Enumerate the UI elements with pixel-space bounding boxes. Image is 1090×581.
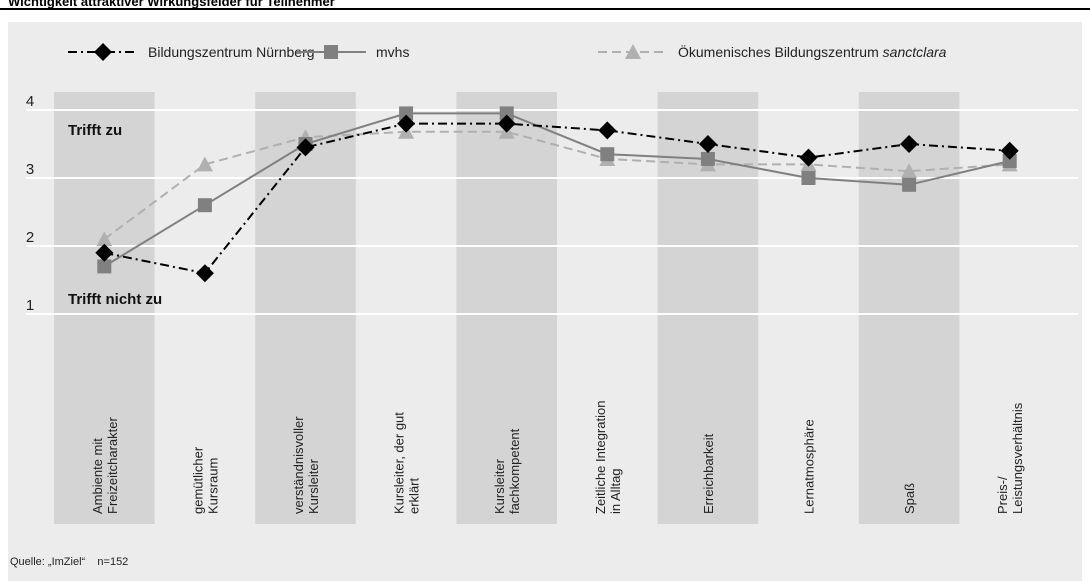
category-band [54,92,155,524]
x-tick-label-line: Kursraum [205,458,220,514]
y-tick-label: 2 [26,229,34,246]
x-tick-label-line: Erreichbarkeit [701,433,716,514]
y-tick-label: 3 [26,161,34,178]
data-point [801,171,816,185]
x-tick-label-line: gemütlicher [190,446,205,514]
series-line [104,122,1010,275]
x-tick-label: Spaß [902,483,917,514]
data-point [195,264,214,283]
x-tick-label: gemütlicher Kursraum [190,446,220,514]
y-tick-label: 1 [26,297,34,314]
data-point [399,106,414,121]
x-tick-label-line: erklärt [407,477,422,514]
data-point [497,114,516,133]
x-tick-label-line: Leistungsverhältnis [1010,402,1025,514]
data-point [96,231,113,247]
data-point [499,106,514,121]
data-point [1000,141,1019,160]
legend-label: mvhs [376,44,409,60]
annotation-trifft-nicht-zu: Trifft nicht zu [68,291,162,308]
line-chart: 1 2 3 4 Trifft zu Trifft nicht zu Bildungszent… [26,43,1078,524]
series-line [103,112,1010,268]
series-line [103,130,1010,241]
data-point [196,156,213,172]
chart-panel: 1 2 3 4 Trifft zu Trifft nicht zu Bildungszent… [8,22,1082,581]
x-tick-label-line: in Alltag [608,468,623,514]
x-tick-label-line: Kursleiter, der gut [392,412,407,514]
data-point [598,121,617,140]
data-point [902,177,917,192]
x-tick-label-line: Preis-/ [995,476,1010,514]
x-tick-label: Lernatmosphäre [802,419,817,514]
x-tick-label: Preis-/Leistungsverhältnis [995,402,1025,514]
x-tick-label-line: Freizeitcharakter [105,417,120,514]
legend-label: Bildungszentrum Nürnberg [148,44,315,60]
data-point [95,243,114,262]
x-tick-label-line: verständnisvoller [291,416,306,514]
data-point [397,114,416,133]
data-point [197,198,212,213]
data-point [799,148,818,167]
page-title: Wichtigkeit attraktiver Wirkungsfelder f… [8,0,335,9]
category-band [456,92,557,524]
data-point [296,138,315,157]
data-point [698,135,717,153]
x-tick-label-line: Spaß [902,483,917,514]
title-rule [0,8,1090,10]
category-band [858,92,960,524]
x-tick-label-line: Lernatmosphäre [802,419,817,514]
data-point [700,151,715,166]
legend-marker [625,44,641,59]
data-point [901,163,918,179]
y-tick-label: 4 [26,93,34,110]
x-tick-label-line: Kursleiter [306,458,321,514]
x-tick-label: Ambiente mit Freizeitcharakter [90,417,120,514]
data-point [97,259,112,274]
x-tick-label: Kursleiter fachkompetent [492,428,522,514]
x-tick-label-line: Ambiente mit [90,438,105,514]
legend-label: Ökumenisches Bildungszentrum sanctclara [678,43,947,60]
legend-marker [94,43,112,61]
x-tick-label: Zeitliche Integration in Alltag [593,401,623,514]
data-point [1002,154,1017,168]
x-tick-label: verständnisvoller Kursleiter [291,416,321,514]
x-tick-label-line: fachkompetent [507,428,522,514]
annotation-trifft-zu: Trifft zu [68,122,122,139]
data-point [600,147,615,162]
x-tick-label: Erreichbarkeit [701,433,716,514]
x-tick-label: Kursleiter, der gut erklärt [392,412,422,514]
source-note: Quelle: „ImZiel“ n=152 [10,556,129,568]
legend-marker [324,45,338,59]
data-point [900,135,919,153]
x-tick-label-line: Kursleiter [492,458,507,514]
x-tick-label-line: Zeitliche Integration [593,401,608,514]
